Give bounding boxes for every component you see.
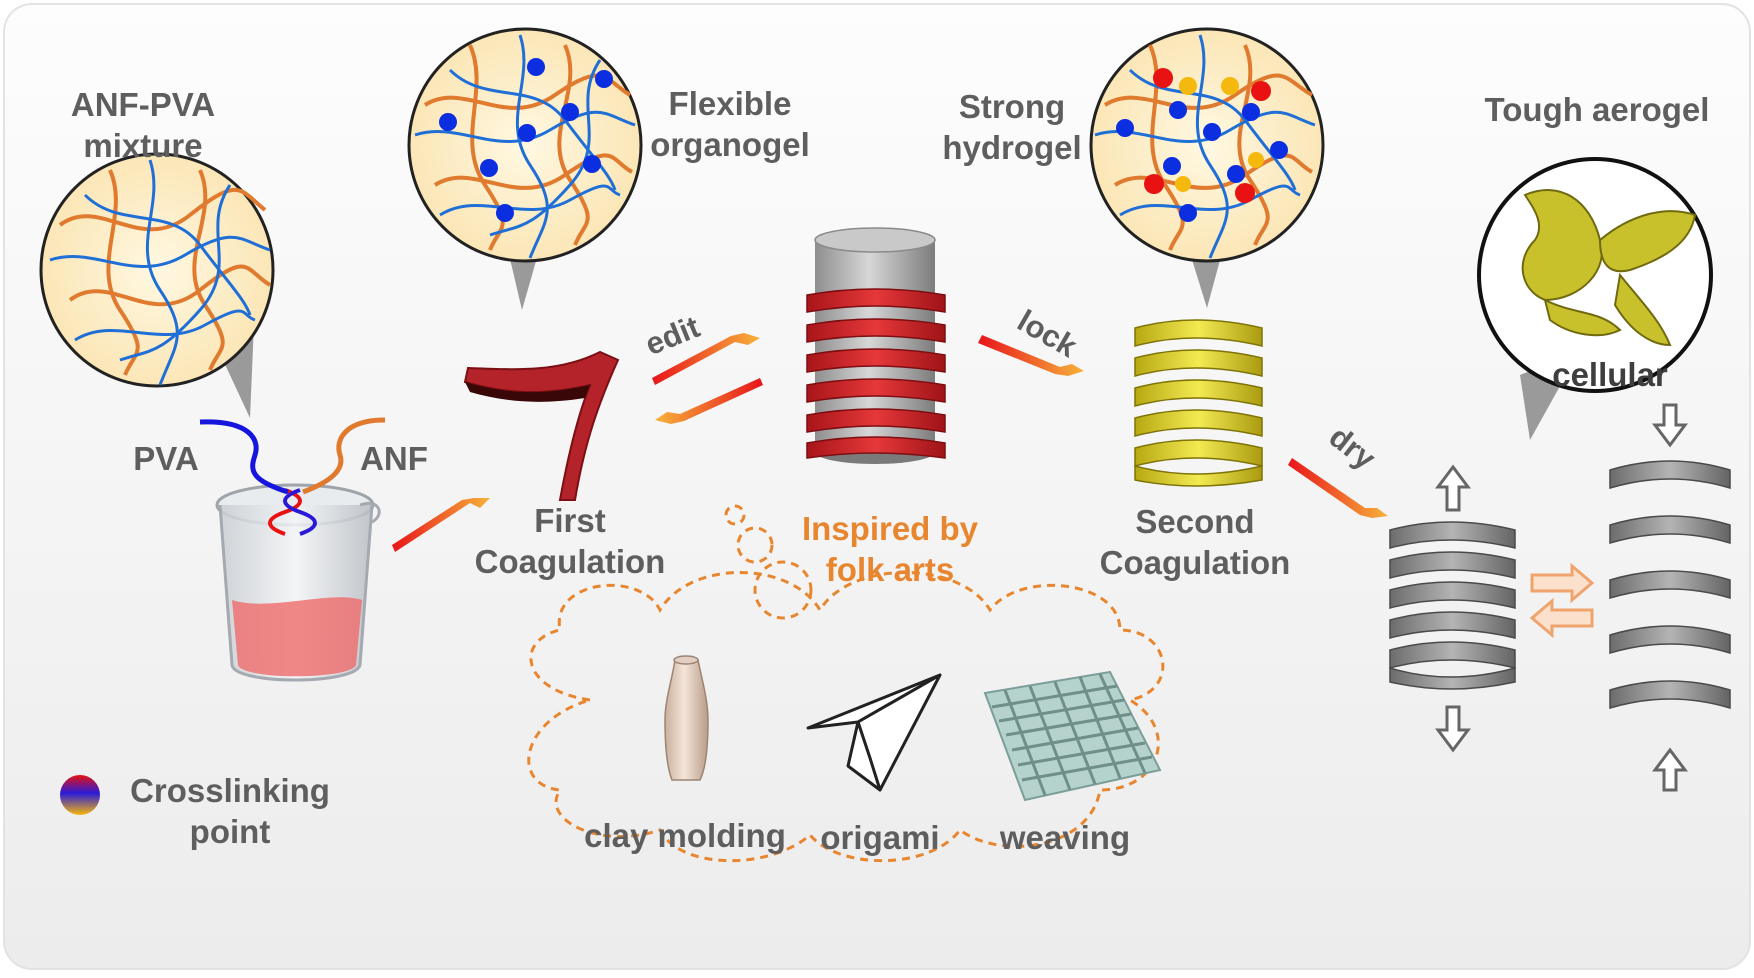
label-anf: ANF [360,440,428,477]
label-first-line2: Coagulation [474,543,666,580]
label-hydrogel-line2: hydrogel [942,129,1082,166]
label-pva: PVA [133,440,199,477]
label-crosslink-line1: Crosslinking [130,772,330,809]
label-inspired-line2: folk arts [825,551,955,588]
label-second-coagulation: Second Coagulation [1100,501,1291,583]
label-second-line1: Second [1135,503,1255,540]
label-weaving: weaving [999,819,1131,856]
label-organogel-line2: organogel [650,126,810,163]
label-mixture-line2: mixture [83,127,203,164]
organogel-zoom-circle [407,27,643,310]
label-first-coagulation: First Coagulation [475,500,666,582]
ribbon-icon [463,350,620,501]
wrapped-cylinder-icon [806,227,946,464]
vase-icon [664,655,709,781]
label-clay-molding: clay molding [584,817,786,854]
label-cellular: cellular [1552,356,1668,393]
gray-spring-stretched-icon [1609,460,1731,710]
paper-plane-icon [806,673,942,792]
label-second-line2: Coagulation [1099,544,1291,581]
thought-cloud [527,504,1165,863]
label-organogel: Flexible organogel [650,83,810,165]
label-hydrogel: Strong hydrogel [942,86,1081,168]
label-crosslinking: Crosslinking point [130,770,330,852]
label-aerogel: Tough aerogel [1484,91,1710,128]
hydrogel-zoom-circle [1089,27,1325,308]
mixture-zoom-circle [39,152,275,418]
woven-mat-icon [983,670,1162,802]
process-arrows [392,333,1388,552]
gray-spring-compressed-icon [1389,521,1516,690]
label-inspired: Inspired by folk arts [802,508,978,590]
label-crosslink-line2: point [189,813,271,850]
label-organogel-line1: Flexible [668,85,792,122]
label-mixture-line1: ANF-PVA [70,86,216,123]
yellow-spring-icon [1134,319,1263,487]
label-first-line1: First [534,502,606,539]
crosslinking-point-icon [60,775,100,815]
label-origami: origami [820,819,940,856]
beaker-icon [199,417,386,682]
label-inspired-line1: Inspired by [801,510,979,547]
label-hydrogel-line1: Strong [958,88,1066,125]
compression-arrows [1435,403,1688,792]
cellular-zoom-circle [1477,157,1713,440]
background-panel [3,3,1751,970]
exchange-arrows [1529,562,1595,639]
label-mixture: ANF-PVA mixture [71,84,215,166]
